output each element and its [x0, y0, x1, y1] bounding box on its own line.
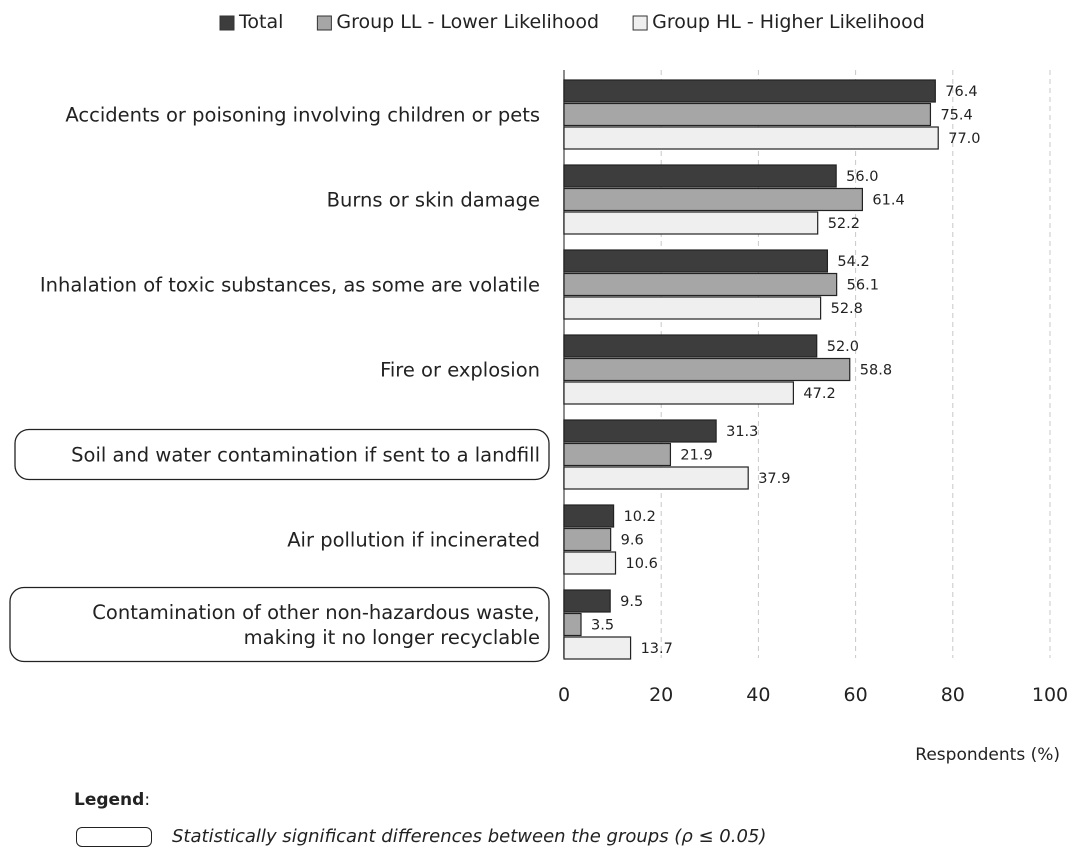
data-label-3-3: 52.8	[831, 301, 863, 317]
data-label-3-5: 37.9	[758, 471, 790, 487]
bar-1-6	[563, 504, 615, 528]
x-tick-label-20: 20	[649, 684, 673, 706]
data-label-1-6: 10.2	[624, 509, 656, 525]
data-label-3-2: 52.2	[828, 216, 860, 232]
x-tick-label-60: 60	[844, 684, 868, 706]
legend-swatch-3	[632, 15, 648, 31]
legend-label-2: Group LL - Lower Likelihood	[336, 11, 599, 33]
bar-3-1	[563, 126, 939, 150]
category-label-1: Accidents or poisoning involving childre…	[65, 104, 540, 127]
category-label-4: Fire or explosion	[380, 359, 540, 382]
significance-text: Statistically significant differences be…	[172, 826, 767, 847]
data-label-1-7: 9.5	[620, 594, 643, 610]
bar-1-1	[563, 79, 936, 103]
bar-2-1	[563, 102, 932, 127]
category-label-3: Inhalation of toxic substances, as some …	[40, 274, 540, 297]
data-label-3-6: 10.6	[626, 556, 658, 572]
bar-2-4	[563, 357, 851, 382]
significance-outline-5	[14, 428, 550, 481]
bar-chart: Total Group LL - Lower Likelihood Group HL…	[9, 11, 1067, 765]
bar-1-5	[563, 419, 717, 443]
significance-outline-7	[9, 586, 550, 663]
bar-1-4	[563, 334, 818, 358]
bar-2-6	[563, 527, 612, 552]
legend-swatch-1	[219, 15, 235, 31]
data-label-3-1: 77.0	[948, 131, 980, 147]
data-label-1-3: 54.2	[837, 254, 869, 270]
x-tick-label-0: 0	[558, 684, 570, 706]
legend-label-3: Group HL - Higher Likelihood	[652, 11, 925, 33]
legend-label-1: Total	[238, 11, 283, 33]
bar-1-7	[563, 589, 611, 613]
data-label-2-4: 58.8	[860, 363, 892, 379]
data-label-1-4: 52.0	[827, 339, 859, 355]
x-tick-label-80: 80	[941, 684, 965, 706]
data-label-2-2: 61.4	[872, 193, 904, 209]
category-label-7-line-1: Contamination of other non-hazardous was…	[92, 601, 540, 624]
bar-1-3	[563, 249, 829, 273]
data-label-2-7: 3.5	[591, 618, 614, 634]
bar-1-2	[563, 164, 837, 188]
bar-2-7	[563, 612, 582, 637]
category-label-6: Air pollution if incinerated	[287, 529, 540, 552]
data-label-3-4: 47.2	[803, 386, 835, 402]
significance-legend: Legend: Statistically significant differ…	[0, 790, 1067, 850]
bar-2-3	[563, 272, 838, 297]
data-label-1-5: 31.3	[726, 424, 758, 440]
data-label-1-1: 76.4	[945, 84, 977, 100]
data-label-2-6: 9.6	[621, 533, 644, 549]
significance-outline-swatch	[76, 827, 152, 847]
category-label-2: Burns or skin damage	[327, 189, 540, 212]
bar-3-4	[563, 381, 794, 405]
data-label-3-7: 13.7	[641, 641, 673, 657]
bar-3-5	[563, 466, 749, 490]
bar-3-7	[563, 636, 632, 660]
bar-3-6	[563, 551, 617, 575]
bar-3-2	[563, 211, 819, 235]
x-axis-title: Respondents (%)	[915, 745, 1060, 765]
x-tick-label-40: 40	[746, 684, 770, 706]
category-label-5: Soil and water contamination if sent to …	[71, 444, 540, 467]
data-label-2-1: 75.4	[940, 108, 972, 124]
bar-2-5	[563, 442, 672, 467]
bar-2-2	[563, 187, 864, 212]
category-label-7-line-2: making it no longer recyclable	[244, 626, 540, 649]
legend-swatch-2	[316, 15, 332, 31]
data-label-2-5: 21.9	[680, 448, 712, 464]
data-label-2-3: 56.1	[847, 278, 879, 294]
x-tick-label-100: 100	[1032, 684, 1067, 706]
bar-3-3	[563, 296, 822, 320]
legend-title: Legend:	[74, 790, 151, 810]
data-label-1-2: 56.0	[846, 169, 878, 185]
